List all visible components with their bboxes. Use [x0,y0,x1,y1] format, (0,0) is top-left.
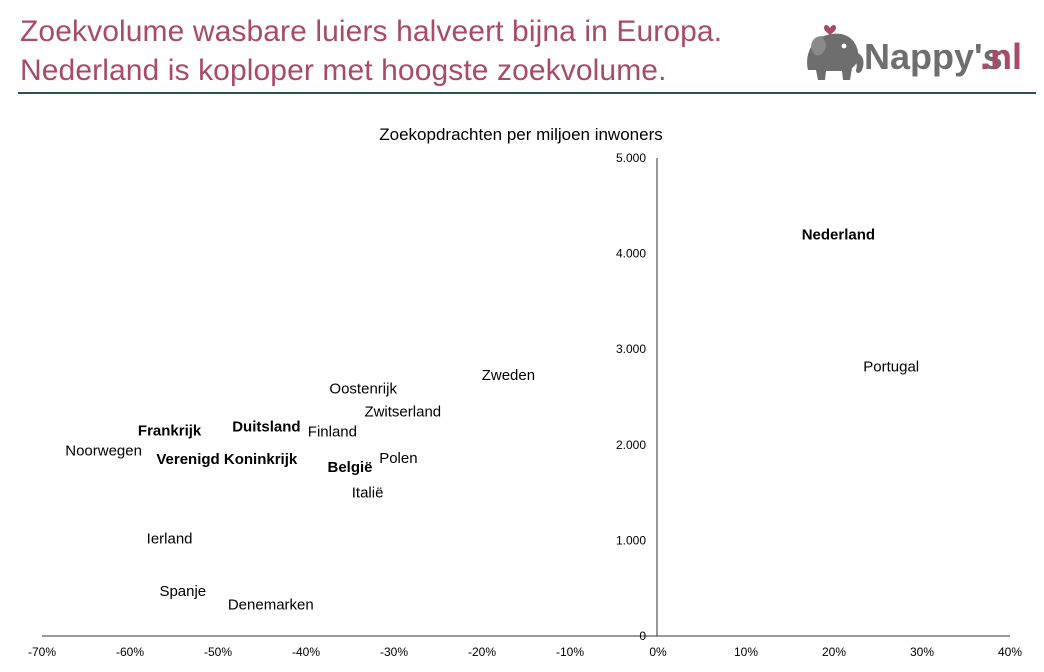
x-tick-labels: -70% -60% -50% -40% -30% -20% -10% 0% 10% 20% 30% 4… [28,645,1022,659]
x-tick-label: -50% [204,645,232,659]
data-point-label: Spanje [159,583,206,600]
x-tick-label: -40% [292,645,320,659]
headline-line-2: Nederland is koploper met hoogste zoekvo… [20,54,667,87]
x-tick-label: -70% [28,645,56,659]
x-tick-label: 40% [998,645,1022,659]
y-tick-label: 4.000 [616,247,646,261]
headline-line-1: Zoekvolume wasbare luiers halveert bijna… [20,15,723,48]
data-point-label: Finland [308,423,357,440]
data-point-label: Zweden [482,367,535,384]
x-tick-label: 0% [649,645,667,659]
data-point-label: Frankrijk [138,422,202,439]
elephant-icon [807,25,864,80]
chart-title: Zoekopdrachten per miljoen inwoners [379,125,663,144]
y-tick-label: 1.000 [616,533,646,547]
header-divider [18,92,1036,94]
data-point-labels: Nederland Portugal Zweden Oostenrijk Zwitser… [65,226,919,613]
y-tick-label: 5.000 [616,151,646,165]
x-tick-label: 10% [734,645,758,659]
data-point-label: Polen [379,450,417,467]
data-point-label: Italië [352,485,384,502]
y-tick-label: 0 [639,629,646,643]
data-point-label: Oostenrijk [329,380,397,397]
logo-text-suffix: .nl [980,36,1022,77]
x-tick-label: 20% [822,645,846,659]
logo-text-main: Nappy's [864,36,1003,77]
brand-logo: Nappy's .nl [807,25,1022,80]
data-point-label: Duitsland [232,419,300,436]
data-point-label: Verenigd Koninkrijk [156,451,298,468]
x-tick-label: 30% [910,645,934,659]
y-tick-label: 2.000 [616,438,646,452]
data-point-label: Portugal [863,358,919,375]
y-tick-labels: 0 1.000 2.000 3.000 4.000 5.000 [616,151,646,643]
chart-headline: Zoekvolume wasbare luiers halveert bijna… [20,12,722,90]
y-tick-label: 3.000 [616,342,646,356]
x-tick-label: -10% [556,645,584,659]
x-tick-label: -30% [380,645,408,659]
data-point-label: Denemarken [228,596,314,613]
data-point-label: Nederland [802,226,875,243]
x-tick-label: -20% [468,645,496,659]
data-point-label: Zwitserland [364,403,441,420]
data-point-label: België [327,459,372,476]
x-tick-label: -60% [116,645,144,659]
data-point-label: Noorwegen [65,443,142,460]
data-point-label: Ierland [147,530,193,547]
